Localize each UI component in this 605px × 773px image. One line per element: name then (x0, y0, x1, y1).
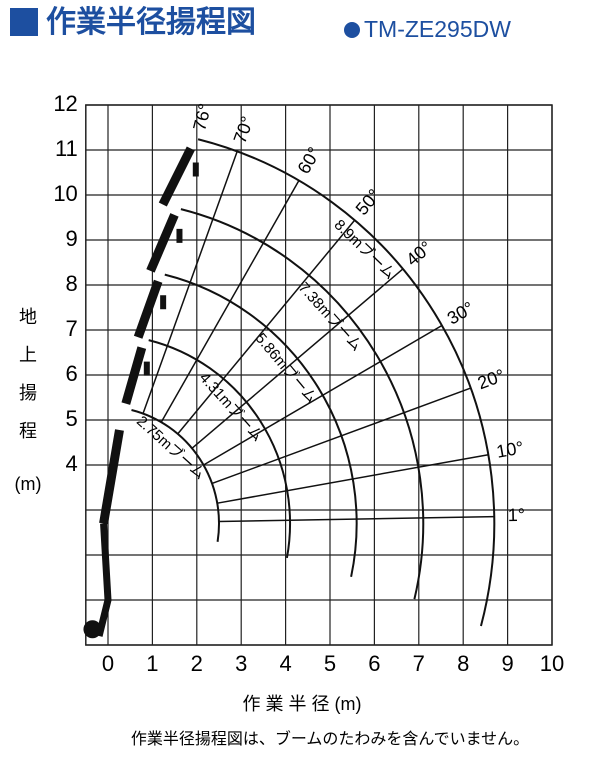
angle-label: 30° (444, 298, 478, 329)
hook (160, 295, 167, 310)
x-tick-label: 2 (191, 651, 203, 676)
angle-label: 60° (293, 144, 324, 178)
angle-label: 1° (508, 505, 526, 525)
angle-label: 76° (189, 101, 215, 132)
x-tick-label: 5 (324, 651, 336, 676)
angle-label: 50° (352, 185, 385, 219)
crane-section (133, 279, 163, 339)
y-tick-label: 5 (66, 406, 78, 431)
x-tick-label: 3 (235, 651, 247, 676)
y-tick-label: 10 (53, 181, 77, 206)
y-axis-label: 揚 (19, 383, 37, 403)
angle-line (211, 387, 471, 485)
y-tick-label: 7 (66, 316, 78, 341)
y-tick-label: 11 (55, 136, 78, 161)
y-axis-label: 上 (19, 345, 37, 365)
x-tick-label: 9 (501, 651, 513, 676)
plot-border (85, 104, 553, 646)
y-tick-label: 6 (66, 361, 78, 386)
y-axis-label: (m) (15, 474, 42, 494)
model-dot (344, 22, 360, 38)
model: TM-ZE295DW (364, 16, 511, 42)
y-axis-label: 地 (19, 307, 37, 327)
crane-section (121, 346, 147, 405)
y-tick-label: 12 (53, 91, 77, 116)
crane-section (146, 213, 179, 273)
boom-arc (197, 138, 496, 627)
x-tick-label: 4 (279, 651, 291, 676)
title-mark (10, 8, 38, 36)
crane-wheel (83, 620, 102, 639)
angle-label: 70° (230, 114, 258, 146)
boom-label: 8.9mブーム (331, 216, 400, 283)
angle-line (218, 515, 495, 523)
boom-arc (164, 273, 358, 578)
chart-title: 作業半径揚程図 (46, 6, 256, 39)
crane-section (158, 146, 195, 207)
y-axis-label: 程 (19, 421, 37, 441)
angle-label: 40° (402, 237, 436, 270)
footnote: 作業半径揚程図は、ブームのたわみを含んでいません。 (131, 729, 529, 748)
hook (192, 162, 199, 177)
angle-line (203, 324, 443, 466)
x-axis-label: 作 業 半 径 (m) (243, 694, 362, 714)
angle-line (142, 151, 238, 414)
boom-arc (131, 409, 220, 542)
hook (143, 361, 150, 376)
angle-line (191, 268, 404, 449)
angle-label: 20° (475, 365, 507, 393)
x-tick-label: 7 (413, 651, 425, 676)
hook (176, 228, 183, 243)
boom-label: 2.75mブーム (133, 412, 209, 483)
y-tick-label: 8 (66, 271, 78, 296)
angle-label: 10° (495, 437, 525, 461)
x-tick-label: 10 (540, 651, 564, 676)
x-tick-label: 8 (457, 651, 469, 676)
angle-line (177, 219, 356, 435)
crane-boom (99, 429, 124, 525)
crane-column (95, 523, 112, 637)
angle-line (217, 453, 489, 504)
angle-line (160, 180, 300, 423)
y-tick-label: 9 (66, 226, 78, 251)
boom-arc (180, 208, 425, 600)
y-tick-label: 4 (66, 451, 78, 476)
x-tick-label: 6 (368, 651, 380, 676)
x-tick-label: 1 (146, 651, 158, 676)
boom-arc (148, 339, 292, 559)
x-tick-label: 0 (102, 651, 114, 676)
